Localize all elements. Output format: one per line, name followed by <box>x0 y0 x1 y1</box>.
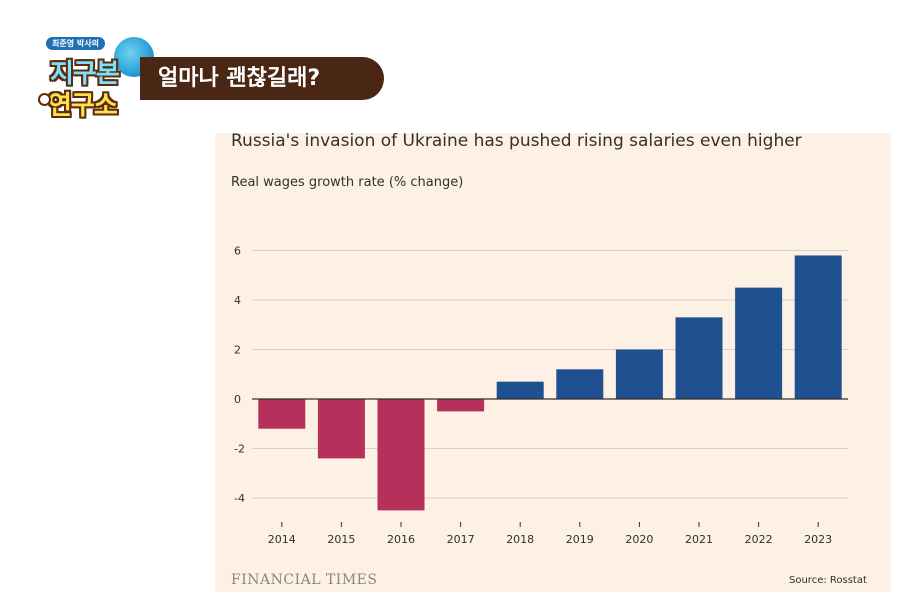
bar-2022 <box>735 287 783 399</box>
x-tick-label: 2017 <box>447 533 475 546</box>
x-tick-label: 2014 <box>268 533 296 546</box>
logo-line-1: 지구본 <box>50 59 120 89</box>
x-tick-label: 2020 <box>625 533 653 546</box>
chart-title: Russia's invasion of Ukraine has pushed … <box>231 131 802 151</box>
y-tick-label: 4 <box>234 294 241 307</box>
caption-banner: 얼마나 괜찮길래? <box>140 57 384 100</box>
bar-2016 <box>377 399 425 511</box>
bar-2017 <box>437 399 485 412</box>
x-tick-label: 2016 <box>387 533 415 546</box>
y-tick-label: 0 <box>234 393 241 406</box>
y-tick-label: 2 <box>234 344 241 357</box>
bar-2014 <box>258 399 306 429</box>
chart-subtitle: Real wages growth rate (% change) <box>231 175 464 190</box>
show-logo: 최준영 박사의 지구본 연구소 <box>34 33 164 125</box>
y-tick-label: -4 <box>234 492 245 505</box>
bar-2023 <box>794 255 842 399</box>
bar-2015 <box>317 399 365 459</box>
source-note: Source: Rosstat <box>789 575 867 586</box>
bar-2020 <box>615 349 663 399</box>
x-tick-label: 2022 <box>745 533 773 546</box>
bar-2021 <box>675 317 723 399</box>
y-tick-label: -2 <box>234 443 245 456</box>
logo-tag: 최준영 박사의 <box>46 37 105 50</box>
bar-2019 <box>556 369 604 399</box>
x-tick-label: 2019 <box>566 533 594 546</box>
x-tick-label: 2018 <box>506 533 534 546</box>
x-tick-label: 2015 <box>327 533 355 546</box>
x-tick-label: 2023 <box>804 533 832 546</box>
logo-line-2: 연구소 <box>48 91 118 121</box>
bar-2018 <box>496 381 544 399</box>
y-tick-label: 6 <box>234 245 241 258</box>
brand-logo: FINANCIAL TIMES <box>231 572 378 588</box>
x-tick-label: 2021 <box>685 533 713 546</box>
map-pin-icon <box>38 93 51 106</box>
